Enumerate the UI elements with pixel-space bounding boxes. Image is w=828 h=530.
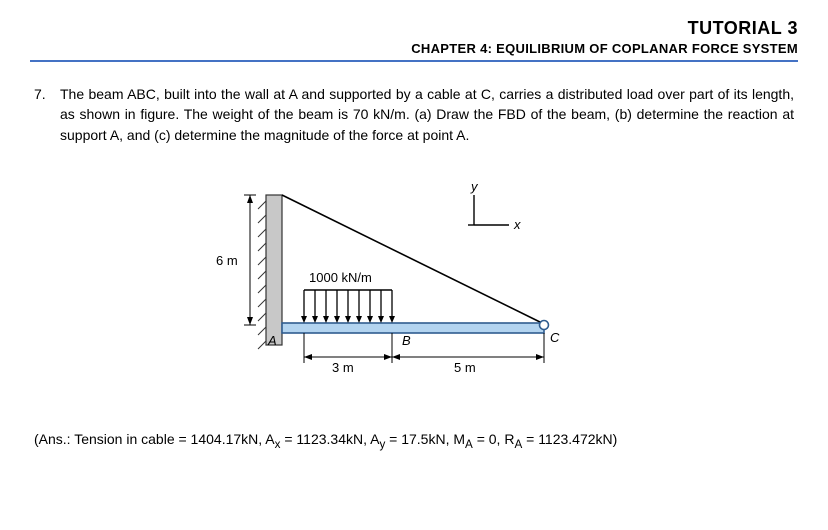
span-ab: 3 m <box>332 360 354 375</box>
axis-x: x <box>514 217 521 232</box>
pin-c <box>540 320 549 329</box>
load-label: 1000 kN/m <box>309 270 372 285</box>
header-divider <box>30 60 798 62</box>
wall <box>266 195 282 345</box>
problem-number: 7. <box>34 84 60 145</box>
chapter-subtitle: CHAPTER 4: EQUILIBRIUM OF COPLANAR FORCE… <box>30 41 798 56</box>
ma-sub: A <box>465 438 473 451</box>
point-c: C <box>550 330 559 345</box>
problem-block: 7. The beam ABC, built into the wall at … <box>30 84 798 145</box>
ans-prefix: (Ans.: Tension in cable = 1404.17kN, A <box>34 431 275 447</box>
tutorial-title: TUTORIAL 3 <box>30 18 798 39</box>
height-label: 6 m <box>216 253 238 268</box>
distributed-load-arrows <box>301 290 395 323</box>
ra-val: = 1123.472kN) <box>522 431 617 447</box>
ay-val: = 17.5kN, M <box>385 431 465 447</box>
answers-line: (Ans.: Tension in cable = 1404.17kN, Ax … <box>30 431 798 451</box>
cable <box>282 195 544 324</box>
ax-val: = 1123.34kN, A <box>280 431 379 447</box>
point-b: B <box>402 333 411 348</box>
axis-y: y <box>471 179 478 194</box>
problem-text: The beam ABC, built into the wall at A a… <box>60 84 794 145</box>
point-a: A <box>268 333 277 348</box>
span-bc: 5 m <box>454 360 476 375</box>
beam <box>282 323 544 333</box>
ma-val: = 0, R <box>473 431 515 447</box>
beam-diagram: 6 m 1000 kN/m A B C y x 3 m 5 m <box>224 175 604 405</box>
